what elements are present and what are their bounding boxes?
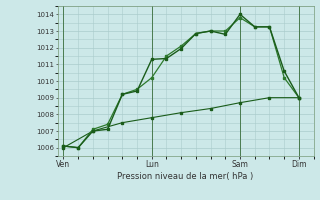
X-axis label: Pression niveau de la mer( hPa ): Pression niveau de la mer( hPa ) <box>117 172 254 181</box>
